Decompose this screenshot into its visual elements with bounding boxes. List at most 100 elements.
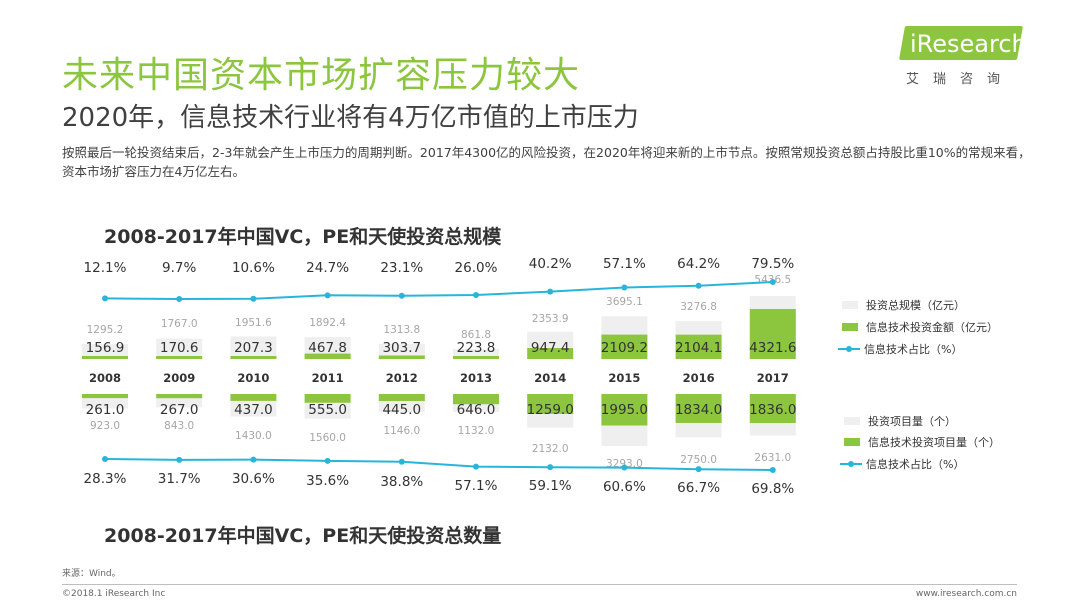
amount-it-bar bbox=[378, 355, 425, 359]
amount-it-label: 2104.1 bbox=[675, 340, 722, 356]
year-axis-label: 2017 bbox=[757, 371, 789, 385]
amount-pct-point bbox=[398, 292, 405, 299]
amount-total-label: 1767.0 bbox=[161, 318, 198, 330]
amount-total-label: 2353.9 bbox=[532, 313, 569, 325]
year-axis-label: 2013 bbox=[460, 371, 492, 385]
amount-it-label: 4321.6 bbox=[749, 340, 796, 356]
count-total-label: 843.0 bbox=[164, 420, 194, 432]
amount-it-bar bbox=[749, 309, 796, 359]
count-it-label: 1259.0 bbox=[527, 402, 574, 418]
year-axis-label: 2011 bbox=[312, 371, 344, 385]
amount-it-label: 170.6 bbox=[160, 340, 199, 356]
count-it-bar bbox=[82, 394, 128, 399]
count-it-label: 445.0 bbox=[382, 402, 421, 418]
count-total-label: 2750.0 bbox=[680, 454, 717, 466]
amount-total-bar bbox=[82, 344, 128, 359]
count-total-label: 1132.0 bbox=[458, 425, 495, 437]
source-note: 来源：Wind。 bbox=[62, 569, 121, 579]
amount-total-bar bbox=[156, 338, 203, 359]
legend-label: 信息技术投资金额（亿元） bbox=[866, 320, 998, 334]
amount-pct-point bbox=[621, 284, 628, 291]
count-it-label: 1836.0 bbox=[749, 402, 796, 418]
amount-pct-point bbox=[102, 295, 108, 302]
count-pct-label: 69.8% bbox=[751, 481, 794, 497]
amount-total-bar bbox=[378, 343, 425, 359]
amount-pct-label: 12.1% bbox=[84, 260, 127, 276]
amount-total-label: 861.8 bbox=[461, 329, 491, 341]
count-it-label: 267.0 bbox=[160, 402, 199, 418]
amount-it-bar bbox=[82, 356, 128, 359]
amount-pct-point bbox=[324, 292, 331, 299]
amount-pct-label: 26.0% bbox=[455, 260, 498, 276]
legend-label: 投资项目量（个） bbox=[868, 414, 956, 428]
year-axis-label: 2014 bbox=[534, 371, 566, 385]
year-axis-label: 2008 bbox=[89, 371, 121, 385]
amount-pct-label: 24.7% bbox=[306, 260, 349, 276]
footer-divider bbox=[62, 584, 1017, 585]
count-total-label: 923.0 bbox=[90, 420, 120, 432]
count-it-bar bbox=[378, 394, 425, 402]
count-it-bar bbox=[156, 394, 203, 399]
count-pct-label: 31.7% bbox=[158, 471, 201, 487]
amount-pct-label: 23.1% bbox=[380, 260, 423, 276]
logo-cn-text: 艾瑞咨询 bbox=[906, 72, 1015, 87]
count-total-label: 1560.0 bbox=[309, 432, 346, 444]
count-it-bar bbox=[675, 394, 722, 423]
amount-it-label: 467.8 bbox=[308, 340, 347, 356]
amount-pct-point bbox=[769, 279, 776, 285]
legend-swatch bbox=[842, 323, 858, 331]
legend-label: 信息技术占比（%） bbox=[864, 342, 962, 356]
amount-pct-point bbox=[250, 295, 257, 302]
count-pct-label: 35.6% bbox=[306, 473, 349, 489]
count-pct-point bbox=[250, 456, 257, 463]
count-pct-point bbox=[547, 464, 554, 471]
page-title: 未来中国资本市场扩容压力较大 bbox=[62, 55, 581, 96]
legend-line-marker bbox=[846, 346, 852, 352]
year-axis-label: 2012 bbox=[386, 371, 418, 385]
amount-it-label: 947.4 bbox=[531, 340, 570, 356]
count-pct-label: 30.6% bbox=[232, 471, 275, 487]
amount-pct-point bbox=[695, 282, 702, 289]
legend-line-marker bbox=[848, 461, 854, 467]
legend-swatch bbox=[842, 301, 858, 309]
count-total-label: 2132.0 bbox=[532, 443, 569, 455]
count-pct-label: 28.3% bbox=[84, 471, 127, 487]
count-it-bar bbox=[601, 394, 648, 426]
chart-title-count: 2008-2017年中国VC，PE和天使投资总数量 bbox=[104, 525, 502, 547]
count-it-bar bbox=[453, 394, 499, 405]
amount-it-bar bbox=[304, 353, 351, 359]
year-axis-label: 2016 bbox=[683, 371, 715, 385]
amount-it-bar bbox=[156, 356, 203, 359]
amount-pct-label: 79.5% bbox=[751, 256, 794, 272]
count-pct-point bbox=[176, 456, 183, 463]
amount-it-label: 207.3 bbox=[234, 340, 273, 356]
page-subtitle: 2020年，信息技术行业将有4万亿市值的上市压力 bbox=[62, 103, 639, 133]
count-pct-point bbox=[769, 467, 776, 473]
amount-pct-label: 10.6% bbox=[232, 260, 275, 276]
amount-it-bar bbox=[230, 356, 277, 359]
amount-it-label: 223.8 bbox=[457, 340, 496, 356]
count-it-label: 646.0 bbox=[457, 402, 496, 418]
amount-total-bar bbox=[304, 337, 351, 359]
count-it-label: 1834.0 bbox=[675, 402, 722, 418]
count-it-bar bbox=[527, 394, 574, 414]
count-pct-point bbox=[102, 456, 108, 462]
year-axis-label: 2010 bbox=[237, 371, 269, 385]
chart-title-amount: 2008-2017年中国VC，PE和天使投资总规模 bbox=[104, 226, 502, 248]
legend-label: 信息技术投资项目量（个） bbox=[868, 435, 1000, 449]
count-it-label: 261.0 bbox=[86, 402, 125, 418]
amount-pct-point bbox=[176, 296, 183, 302]
amount-it-bar bbox=[601, 334, 648, 359]
legend-swatch bbox=[844, 438, 860, 446]
website-text: www.iresearch.com.cn bbox=[915, 589, 1017, 599]
amount-it-bar bbox=[527, 348, 574, 359]
count-pct-label: 57.1% bbox=[455, 478, 498, 494]
count-it-label: 555.0 bbox=[308, 402, 347, 418]
copyright-text: ©2018.1 iResearch Inc bbox=[62, 589, 166, 599]
iresearch-logo: iResearch 艾瑞咨询 bbox=[899, 26, 1032, 92]
amount-it-label: 156.9 bbox=[86, 340, 125, 356]
amount-pct-point bbox=[473, 292, 479, 299]
count-it-bar bbox=[749, 394, 796, 423]
amount-total-bar bbox=[453, 349, 499, 359]
